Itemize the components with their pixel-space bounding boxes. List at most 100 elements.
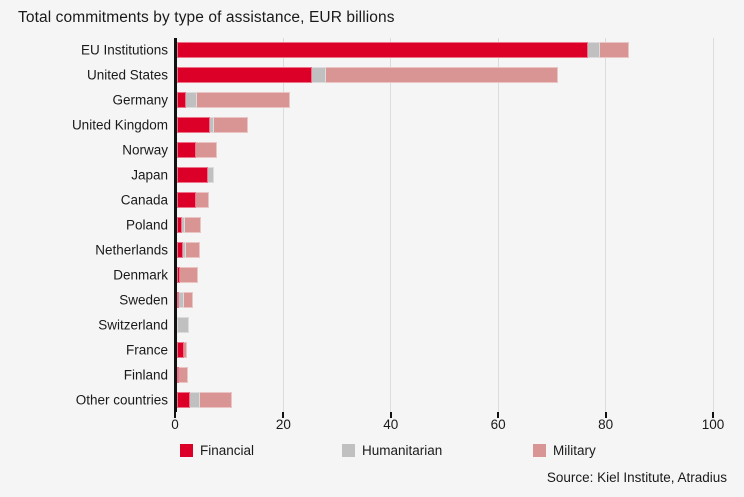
bar-segment-financial [177,42,588,59]
bar-segment-financial [177,192,196,209]
category-label: Other countries [75,392,168,407]
stacked-bar [177,391,233,408]
x-tick [712,412,714,418]
stacked-bar [177,117,248,134]
y-axis-line [174,38,177,412]
bar-segment-financial [177,216,183,233]
stacked-bar [177,366,189,383]
stacked-bar [177,241,201,258]
x-tick-label: 60 [490,417,506,432]
bar-segment-military [200,391,233,408]
category-label: EU Institutions [80,42,168,58]
bar-segment-financial [177,117,211,134]
humanitarian-swatch-icon [342,444,355,457]
stacked-bar [177,167,215,184]
category-label: Switzerland [98,317,168,333]
category-label: Japan [131,167,168,183]
bar-segment-financial [177,266,181,283]
x-tick-label: 80 [598,417,614,432]
bar-segment-financial [177,291,179,308]
stacked-bar [177,291,194,308]
source-note: Source: Kiel Institute, Atradius [546,470,727,485]
bar-segment-humanitarian [177,316,190,333]
bar-segment-financial [177,92,186,109]
category-label: Netherlands [95,242,168,258]
bar-segment-military [195,142,217,159]
stacked-bar [177,92,291,109]
x-tick-label: 20 [275,417,291,432]
legend-item-humanitarian: Humanitarian [342,443,442,458]
bar-row: Sweden [0,287,744,312]
x-tick-label: 0 [171,417,179,432]
bar-segment-financial [177,341,184,358]
bar-row: Canada [0,188,744,213]
stacked-bar [177,266,199,283]
x-tick [604,412,607,418]
legend-item-financial: Financial [180,443,254,458]
bar-segment-financial [177,67,312,84]
stacked-bar [177,216,201,233]
bar-segment-financial [177,167,209,184]
bar-segment-humanitarian [587,42,600,59]
bar-row: Germany [0,88,744,113]
bar-segment-humanitarian [210,117,214,134]
category-label: United Kingdom [71,117,168,133]
military-swatch-icon [533,444,546,457]
gridline [712,38,714,412]
category-label: United States [86,67,168,83]
bar-row: Japan [0,163,744,188]
bar-segment-humanitarian [185,92,198,109]
category-label: Sweden [119,292,168,308]
bar-segment-military [213,117,248,134]
category-label: Poland [125,217,168,233]
category-label: Norway [122,142,168,158]
x-tick [174,412,176,418]
legend-item-military: Military [533,443,596,458]
bar-segment-humanitarian [311,67,326,84]
bar-segment-military [183,341,188,358]
bar-segment-humanitarian [182,241,186,258]
bar-segment-military [184,291,194,308]
bar-row: United Kingdom [0,113,744,138]
bar-segment-humanitarian [189,391,201,408]
bar-row: United States [0,63,744,88]
legend-label-financial: Financial [200,443,255,458]
stacked-bar [177,67,559,84]
stacked-bar [177,192,210,209]
chart-title: Total commitments by type of assistance,… [18,9,395,26]
legend-label-humanitarian: Humanitarian [362,443,443,458]
legend-label-military: Military [553,443,596,458]
category-label: Germany [112,92,168,108]
bar-row: EU Institutions [0,38,744,63]
bar-segment-humanitarian [208,167,215,184]
bar-segment-military [325,67,559,84]
x-tick [389,412,392,418]
bar-row: Poland [0,213,744,238]
bar-segment-financial [177,391,190,408]
bar-segment-military [185,241,201,258]
category-label: France [125,342,168,358]
x-tick-label: 100 [701,417,725,432]
category-label: Denmark [113,267,168,283]
bar-segment-military [197,92,291,109]
bar-segment-humanitarian [182,216,185,233]
gridline [390,38,392,412]
bar-segment-military [599,42,630,59]
bar-segment-financial [177,142,196,159]
x-tick-label: 40 [383,417,399,432]
bar-row: Norway [0,138,744,163]
bar-row: Finland [0,362,744,387]
bar-row: Denmark [0,262,744,287]
category-label: Canada [120,192,168,208]
stacked-bar [177,316,190,333]
gridline [282,38,284,412]
bar-row: Netherlands [0,237,744,262]
stacked-bar [177,142,217,159]
bar-segment-military [195,192,210,209]
bar-segment-military [179,366,189,383]
bar-segment-financial [177,241,183,258]
stacked-bar [177,341,188,358]
x-tick [497,412,500,418]
